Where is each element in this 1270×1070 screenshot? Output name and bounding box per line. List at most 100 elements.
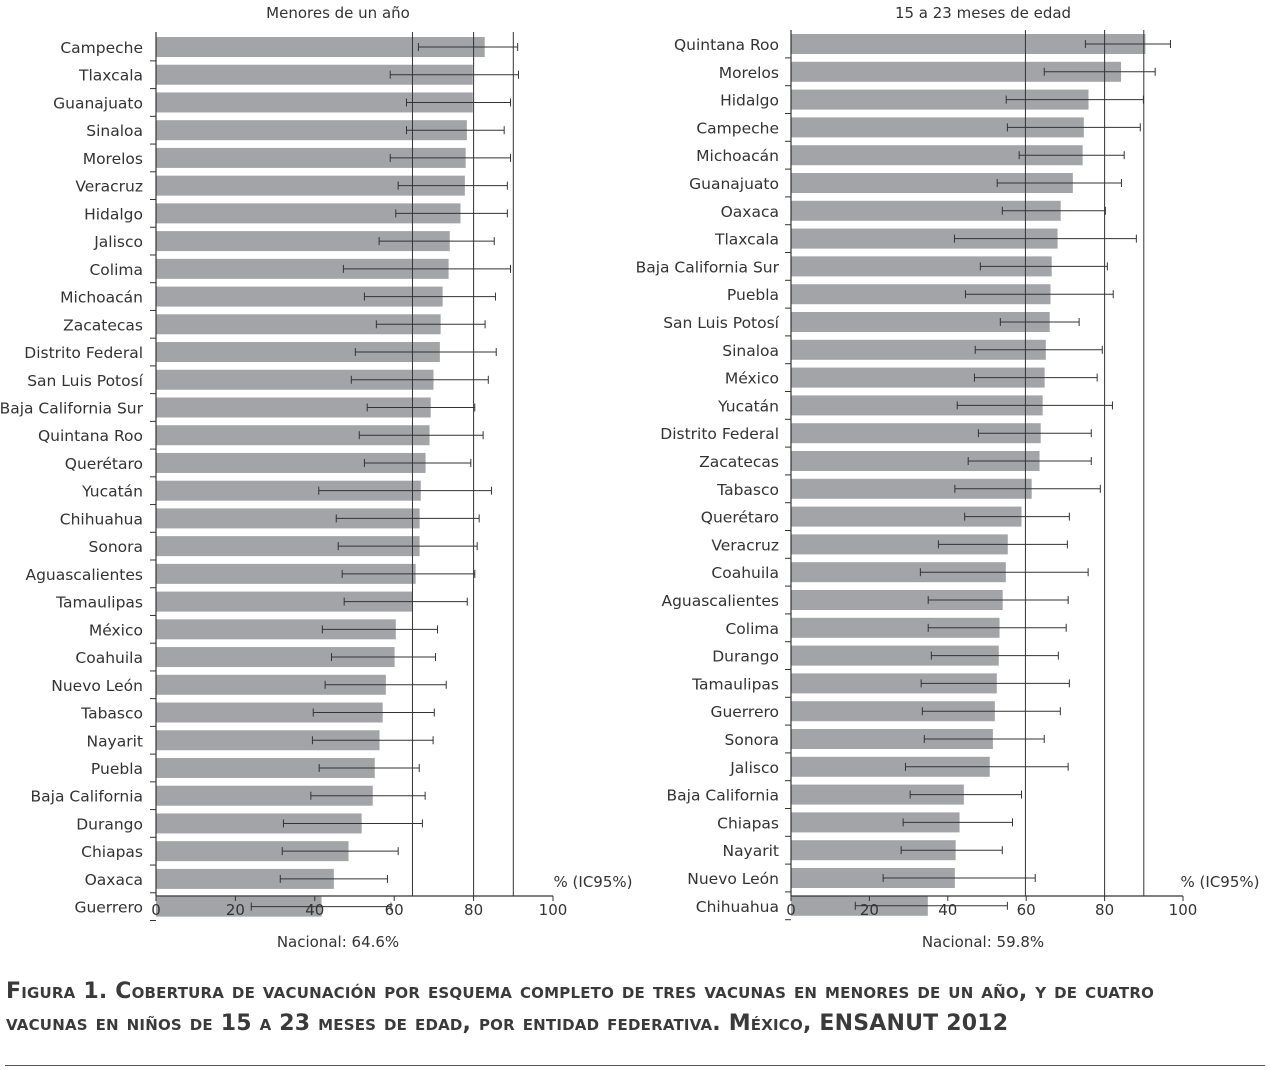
category-label: Chihuahua [696, 898, 779, 916]
chart-title: 15 a 23 meses de edad [895, 4, 1071, 22]
category-label: Baja California Sur [636, 258, 780, 276]
category-label: Baja California [31, 788, 143, 806]
bar-méxico [791, 367, 1045, 388]
chart-title: Menores de un año [266, 4, 410, 22]
x-tick-label: 0 [151, 901, 161, 919]
bar-méxico [156, 619, 396, 640]
category-label: Tabasco [80, 705, 143, 723]
category-label: Tlaxcala [714, 231, 779, 249]
bar-sonora [791, 729, 993, 749]
bar-morelos [156, 147, 466, 168]
bar-durango [791, 645, 999, 666]
bar-tamaulipas [791, 673, 997, 694]
bar-hidalgo [791, 89, 1089, 110]
bar-campeche [791, 117, 1084, 138]
bar-morelos [791, 61, 1122, 82]
bottom-divider [5, 1065, 1265, 1066]
category-label: Veracruz [711, 536, 779, 554]
bar-guerrero [791, 701, 995, 722]
bar-tabasco [156, 702, 383, 723]
category-label: Zacatecas [63, 316, 143, 334]
national-label: Nacional: 64.6% [277, 933, 399, 951]
category-label: Distrito Federal [24, 344, 143, 362]
category-label: Yucatán [717, 397, 779, 415]
bar-aguascalientes [156, 563, 416, 584]
bar-puebla [156, 757, 375, 778]
category-label: Puebla [727, 286, 779, 304]
category-label: Durango [76, 815, 143, 833]
category-label: Quintana Roo [674, 36, 779, 54]
bar-tlaxcala [156, 64, 473, 85]
x-tick-label: 0 [786, 901, 796, 919]
bar-distrito-federal [156, 342, 440, 363]
bar-michoacán [156, 286, 443, 307]
bar-hidalgo [156, 203, 461, 224]
bar-colima [791, 617, 1000, 638]
category-label: Campeche [696, 119, 779, 137]
category-label: Tamaulipas [55, 594, 143, 612]
bar-veracruz [791, 534, 1008, 555]
bar-san-luis-potosí [791, 312, 1050, 332]
bar-sinaloa [156, 120, 467, 141]
category-label: Michoacán [696, 147, 779, 165]
bar-sinaloa [791, 339, 1046, 360]
category-label: Sinaloa [86, 122, 143, 140]
category-label: Puebla [91, 760, 143, 778]
bar-oaxaca [156, 868, 334, 889]
category-label: Tamaulipas [691, 675, 779, 693]
category-label: Tlaxcala [78, 67, 143, 85]
bar-zacatecas [791, 451, 1040, 471]
x-tick-label: 80 [464, 901, 483, 919]
category-label: Sonora [725, 731, 780, 749]
category-label: Zacatecas [699, 453, 779, 471]
category-label: Chihuahua [60, 510, 143, 528]
category-label: Jalisco [729, 759, 779, 777]
category-label: Coahuila [711, 564, 779, 582]
bar-jalisco [791, 756, 990, 777]
bar-aguascalientes [791, 590, 1003, 610]
category-label: Querétaro [701, 509, 779, 527]
bar-tlaxcala [791, 228, 1058, 249]
category-label: Aguascalientes [661, 592, 779, 610]
bar-campeche [156, 37, 485, 57]
bar-oaxaca [791, 200, 1061, 221]
category-label: Baja California Sur [0, 399, 144, 417]
category-label: Nuevo León [51, 677, 143, 695]
bar-michoacán [791, 145, 1083, 166]
category-label: Chiapas [717, 814, 779, 832]
category-label: San Luis Potosí [663, 314, 779, 332]
bar-querétaro [791, 506, 1022, 527]
category-label: Nayarit [86, 732, 143, 750]
bar-quintana-roo [791, 34, 1146, 54]
bar-nuevo-león [156, 674, 386, 695]
bar-baja-california-sur [791, 256, 1052, 277]
bar-tamaulipas [156, 591, 413, 612]
bar-zacatecas [156, 314, 441, 335]
category-label: Morelos [719, 64, 779, 82]
bar-nuevo-león [791, 868, 955, 888]
caption-line-1: Figura 1. Cobertura de vacunación por es… [6, 979, 1155, 1004]
bar-colima [156, 258, 449, 279]
category-label: Nayarit [722, 842, 779, 860]
x-tick-label: 80 [1095, 901, 1114, 919]
category-label: Tabasco [716, 481, 779, 499]
x-axis-label: % (IC95%) [1181, 873, 1260, 891]
bar-sonora [156, 536, 420, 557]
x-tick-label: 60 [385, 901, 404, 919]
bar-tabasco [791, 478, 1032, 499]
category-label: México [89, 621, 143, 639]
category-label: Oaxaca [721, 203, 779, 221]
category-label: San Luis Potosí [27, 372, 143, 390]
bar-yucatán [156, 480, 421, 501]
category-label: Chiapas [81, 843, 143, 861]
category-label: Guanajuato [689, 175, 779, 193]
bar-chiapas [156, 841, 349, 862]
category-label: Guerrero [710, 703, 779, 721]
bar-chihuahua [156, 508, 420, 529]
bar-distrito-federal [791, 423, 1041, 444]
bar-puebla [791, 284, 1051, 305]
category-label: Jalisco [93, 233, 143, 251]
category-label: Morelos [83, 150, 143, 168]
national-label: Nacional: 59.8% [922, 933, 1044, 951]
x-tick-label: 100 [539, 901, 568, 919]
